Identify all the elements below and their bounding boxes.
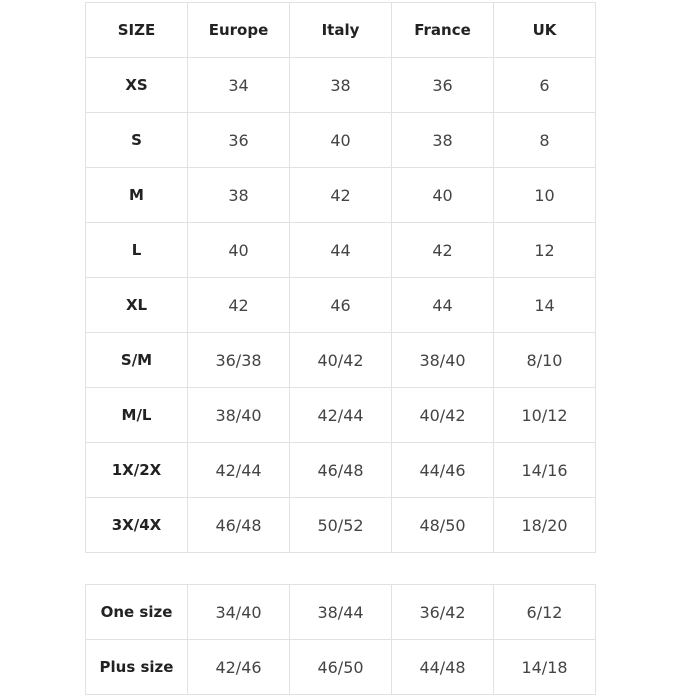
- size-label-cell: XL: [85, 277, 188, 333]
- size-value-cell: 18/20: [493, 497, 596, 553]
- table-row: XL 42 46 44 14: [85, 277, 596, 333]
- size-value-cell: 48/50: [391, 497, 494, 553]
- size-label-cell: L: [85, 222, 188, 278]
- size-label-cell: S: [85, 112, 188, 168]
- table-row: 3X/4X 46/48 50/52 48/50 18/20: [85, 497, 596, 553]
- table-row: S 36 40 38 8: [85, 112, 596, 168]
- size-value-cell: 38: [289, 57, 392, 113]
- size-value-cell: 42: [289, 167, 392, 223]
- size-value-cell: 8/10: [493, 332, 596, 388]
- size-value-cell: 42/46: [187, 639, 290, 695]
- size-value-cell: 44: [391, 277, 494, 333]
- size-value-cell: 50/52: [289, 497, 392, 553]
- size-value-cell: 10/12: [493, 387, 596, 443]
- size-value-cell: 38/44: [289, 584, 392, 640]
- column-header: Europe: [187, 2, 290, 58]
- size-value-cell: 10: [493, 167, 596, 223]
- table-row: M/L 38/40 42/44 40/42 10/12: [85, 387, 596, 443]
- header-row: SIZE Europe Italy France UK: [85, 2, 596, 58]
- column-header: France: [391, 2, 494, 58]
- size-value-cell: 14/18: [493, 639, 596, 695]
- size-value-cell: 44: [289, 222, 392, 278]
- column-header: Italy: [289, 2, 392, 58]
- size-value-cell: 40/42: [391, 387, 494, 443]
- size-label-cell: M: [85, 167, 188, 223]
- size-value-cell: 36: [391, 57, 494, 113]
- column-header: UK: [493, 2, 596, 58]
- size-value-cell: 36/38: [187, 332, 290, 388]
- size-value-cell: 46/48: [289, 442, 392, 498]
- size-value-cell: 40/42: [289, 332, 392, 388]
- size-value-cell: 44/48: [391, 639, 494, 695]
- column-header: SIZE: [85, 2, 188, 58]
- size-value-cell: 46/48: [187, 497, 290, 553]
- size-label-cell: 1X/2X: [85, 442, 188, 498]
- size-value-cell: 38/40: [187, 387, 290, 443]
- size-label-cell: One size: [85, 584, 188, 640]
- size-value-cell: 40: [391, 167, 494, 223]
- size-value-cell: 6/12: [493, 584, 596, 640]
- size-label-cell: 3X/4X: [85, 497, 188, 553]
- size-label-cell: M/L: [85, 387, 188, 443]
- size-value-cell: 38: [391, 112, 494, 168]
- table-row: M 38 42 40 10: [85, 167, 596, 223]
- size-value-cell: 42: [391, 222, 494, 278]
- size-value-cell: 42/44: [187, 442, 290, 498]
- size-value-cell: 42: [187, 277, 290, 333]
- size-label-cell: XS: [85, 57, 188, 113]
- size-value-cell: 44/46: [391, 442, 494, 498]
- size-value-cell: 36: [187, 112, 290, 168]
- size-value-cell: 6: [493, 57, 596, 113]
- size-value-cell: 40: [289, 112, 392, 168]
- special-size-table: One size 34/40 38/44 36/42 6/12 Plus size 42/4…: [85, 584, 596, 695]
- size-value-cell: 38/40: [391, 332, 494, 388]
- size-value-cell: 46/50: [289, 639, 392, 695]
- table-row: S/M 36/38 40/42 38/40 8/10: [85, 332, 596, 388]
- size-value-cell: 36/42: [391, 584, 494, 640]
- size-value-cell: 14/16: [493, 442, 596, 498]
- size-value-cell: 38: [187, 167, 290, 223]
- table-row: One size 34/40 38/44 36/42 6/12: [85, 584, 596, 640]
- size-value-cell: 14: [493, 277, 596, 333]
- size-value-cell: 8: [493, 112, 596, 168]
- table-row: XS 34 38 36 6: [85, 57, 596, 113]
- size-value-cell: 34/40: [187, 584, 290, 640]
- table-row: Plus size 42/46 46/50 44/48 14/18: [85, 639, 596, 695]
- size-label-cell: Plus size: [85, 639, 188, 695]
- size-value-cell: 46: [289, 277, 392, 333]
- size-value-cell: 40: [187, 222, 290, 278]
- size-value-cell: 34: [187, 57, 290, 113]
- size-value-cell: 42/44: [289, 387, 392, 443]
- size-value-cell: 12: [493, 222, 596, 278]
- size-label-cell: S/M: [85, 332, 188, 388]
- table-row: L 40 44 42 12: [85, 222, 596, 278]
- table-row: 1X/2X 42/44 46/48 44/46 14/16: [85, 442, 596, 498]
- size-chart-table: SIZE Europe Italy France UK XS 34 38 36 6 S 36 40 38 8…: [85, 2, 596, 553]
